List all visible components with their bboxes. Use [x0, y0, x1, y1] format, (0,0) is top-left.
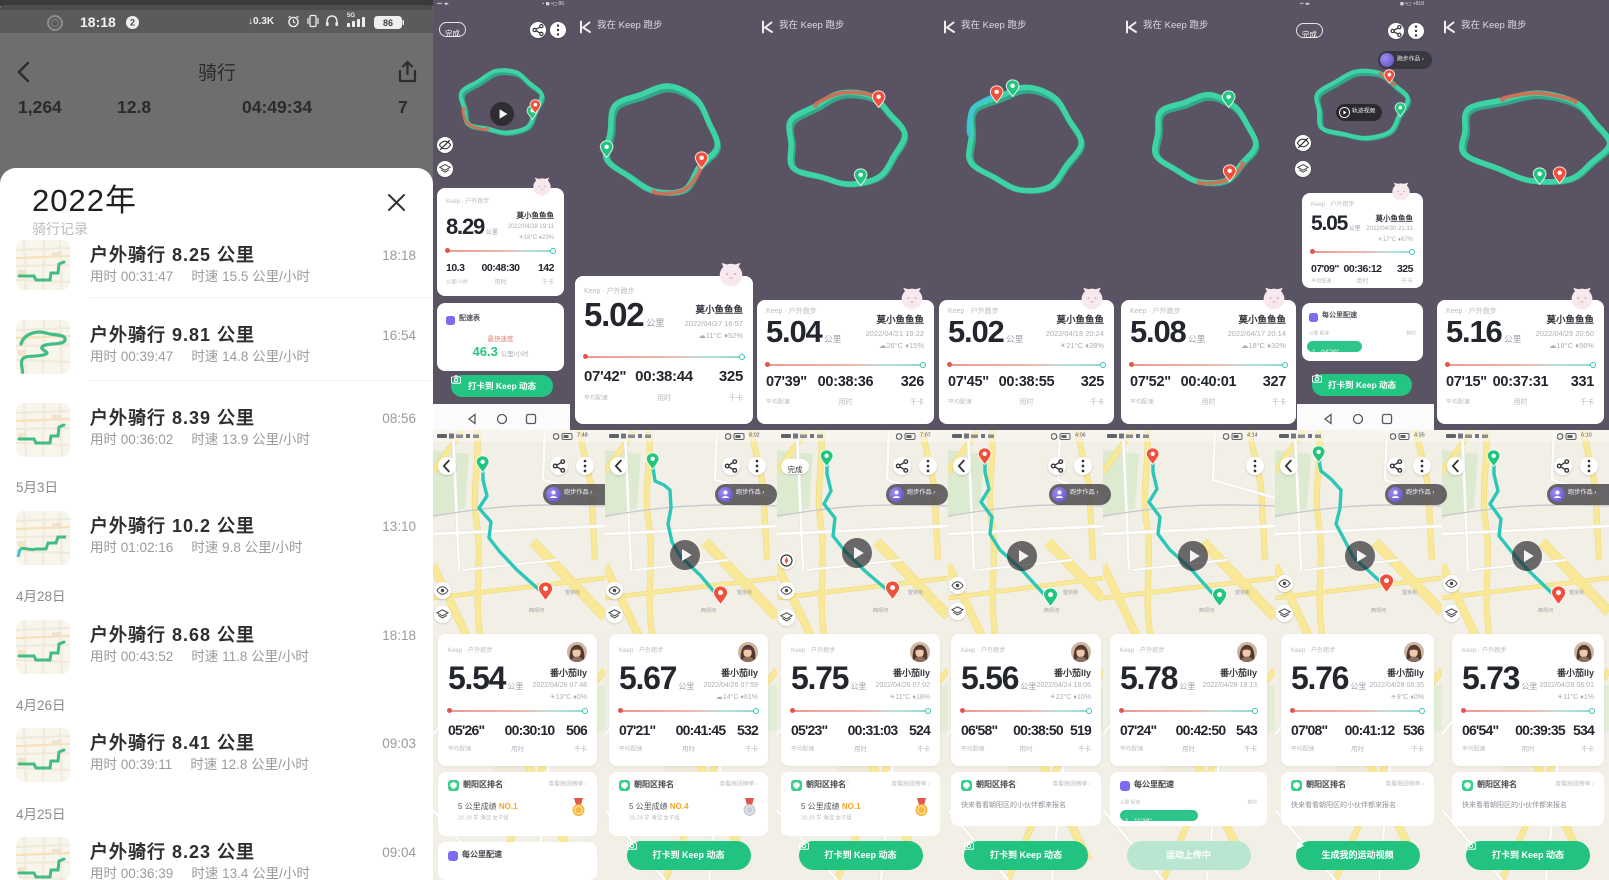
svg-text:望京街: 望京街	[1569, 589, 1584, 596]
svg-text:西坝河: 西坝河	[1371, 607, 1386, 614]
svg-text:望京街: 望京街	[1235, 589, 1250, 596]
svg-text:西坝河: 西坝河	[1199, 607, 1214, 614]
svg-text:西坝河: 西坝河	[1044, 607, 1059, 614]
svg-text:望京街: 望京街	[737, 589, 752, 596]
svg-text:望京街: 望京街	[1402, 589, 1417, 596]
svg-text:望京街: 望京街	[565, 589, 580, 596]
svg-text:西坝河: 西坝河	[529, 607, 544, 614]
svg-text:望京街: 望京街	[1063, 589, 1078, 596]
svg-text:2: 2	[130, 18, 135, 28]
svg-text:西坝河: 西坝河	[873, 607, 888, 614]
svg-text:86: 86	[383, 18, 393, 28]
svg-text:望京街: 望京街	[908, 589, 923, 596]
svg-text:西坝河: 西坝河	[701, 607, 716, 614]
svg-text:西坝河: 西坝河	[1538, 607, 1553, 614]
